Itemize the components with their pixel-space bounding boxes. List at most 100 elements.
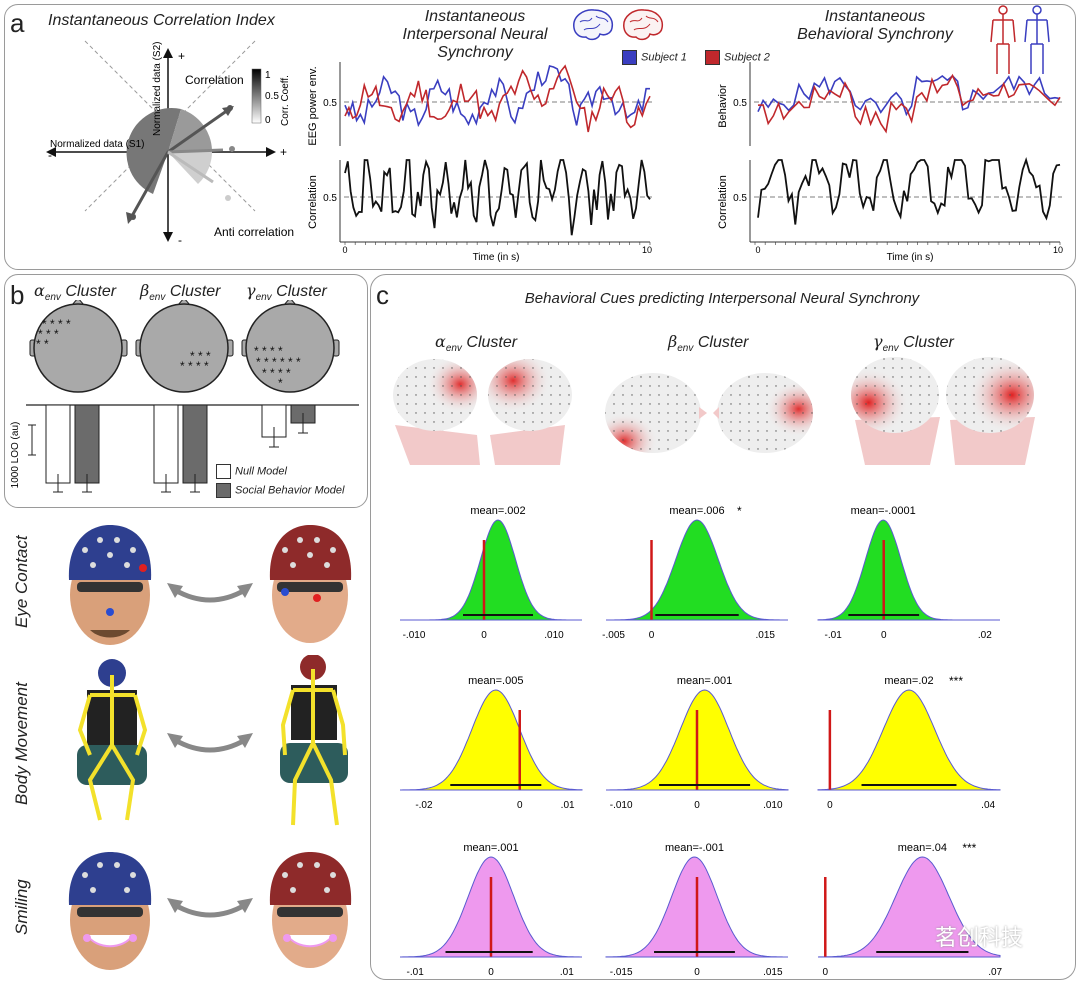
neural-title: Instantaneous Interpersonal Neural Synch… — [370, 8, 580, 62]
cci-x-axis-label: Normalized data (S1) — [50, 139, 144, 150]
cci-y-axis-label: Normalized data (S2) — [152, 42, 163, 136]
behavioral-x-tick-0: 0 — [755, 245, 760, 255]
dist-area — [817, 856, 1001, 958]
panel-c-beta-sub: env — [677, 343, 694, 355]
dist-tick-label: -.02 — [415, 800, 433, 811]
behavioral-subject-1-trace — [757, 74, 1061, 117]
face-subject-1-eyes — [68, 525, 152, 645]
neural-correlation-trace — [344, 158, 651, 236]
cci-plus-right: + — [280, 145, 287, 159]
dist-tick-label: .015 — [763, 967, 783, 978]
row-label-body-movement: Body Movement — [12, 682, 31, 805]
dist-mean-label: mean=.001 — [463, 842, 518, 854]
svg-text:* *: * * — [36, 337, 49, 351]
panel-b-letter: b — [10, 280, 25, 310]
render-alpha-right — [488, 359, 572, 465]
dist-tick-label: -.010 — [403, 630, 426, 641]
dist-tick-label: 0 — [822, 967, 828, 978]
dist-tick-label: .010 — [544, 630, 564, 641]
row-label-eye-contact: Eye Contact — [12, 535, 31, 628]
neural-top-ylabel: EEG power env. — [307, 66, 319, 145]
panel-b-beta-word: Cluster — [169, 283, 221, 300]
dist-mean-label: mean=.005 — [468, 675, 523, 687]
cci-minus-left: - — [48, 148, 52, 162]
dist-body-movement-1: -.010 0 .010 mean=.001 — [606, 675, 789, 811]
row-label-smiling: Smiling — [12, 879, 31, 935]
dist-eye-contact-1: -.005 0 .015 mean=.006 * — [602, 504, 788, 641]
panel-c-alpha-sub: env — [445, 343, 462, 355]
cci-anti-label: Anti correlation — [214, 225, 294, 239]
loo-bar-chart: 1000 LOO (au) — [10, 404, 359, 493]
cci-plus-top: + — [178, 49, 185, 63]
panel-b-cluster-gamma-title: γenv Cluster — [246, 281, 327, 303]
dist-smiling-1: -.015 0 .015 mean=-.001 — [605, 842, 788, 978]
dist-eye-contact-0: -.010 0 .010 mean=.002 — [400, 505, 582, 641]
brain-icon-blue — [573, 9, 614, 41]
eye-contact-arrow — [173, 587, 247, 603]
dist-tick-label: 0 — [488, 967, 494, 978]
panel-c-gamma-sub: env — [882, 343, 899, 355]
neural-subject-2-trace — [344, 64, 651, 133]
svg-text:* * * *: * * * * — [262, 366, 291, 380]
neural-minor-ticks — [344, 242, 651, 245]
skeleton-icons — [990, 5, 1050, 74]
neural-subject-1-trace — [344, 65, 650, 128]
legend-subject-2-label: Subject 2 — [724, 51, 770, 64]
eye-contact-illustration — [68, 525, 352, 645]
dist-tick-label: .07 — [988, 967, 1002, 978]
loo-bar-null-1 — [153, 404, 179, 484]
behavioral-title: Instantaneous Behavioral Synchrony — [790, 8, 960, 44]
dist-tick-label: 0 — [694, 967, 700, 978]
panel-c-gamma-greek: γ — [873, 332, 883, 351]
brain-icon-red — [623, 9, 664, 41]
skeleton-icon-blue — [1024, 5, 1050, 74]
panel-b-gamma-greek: γ — [246, 281, 256, 300]
body-movement-arrow — [173, 737, 247, 753]
dist-mean-label: mean=.002 — [470, 505, 525, 517]
panel-c-cluster-alpha-title: αenv Cluster — [435, 332, 517, 354]
dist-significance: *** — [949, 674, 963, 688]
legend-subject-1-label: Subject 1 — [641, 51, 687, 64]
head-map-gamma: * * * * * * * * * * * * * * * — [241, 300, 340, 393]
cci-minus-bottom: - — [178, 233, 182, 247]
dist-mean-label: mean=.001 — [677, 675, 732, 687]
loo-bar-null-0 — [45, 404, 71, 484]
render-gamma-right — [946, 357, 1035, 465]
body-subject-2 — [280, 655, 348, 826]
behavioral-top-ylabel: Behavior — [717, 84, 729, 128]
dist-area — [606, 519, 788, 621]
panel-c-alpha-word: Cluster — [466, 334, 518, 351]
svg-text:* * * * * *: * * * * * * — [256, 355, 301, 369]
svg-text:* * * *: * * * * — [42, 317, 71, 331]
svg-text:*: * — [278, 376, 283, 390]
dist-tick-label: 0 — [827, 800, 833, 811]
cci-colorbar-tick-05: 0.5 — [265, 91, 279, 102]
dist-tick-label: -.01 — [407, 967, 425, 978]
dist-tick-label: 0 — [649, 630, 655, 641]
dist-tick-label: .02 — [978, 630, 992, 641]
cci-colorbar-tick-1: 1 — [265, 70, 271, 81]
dist-area — [400, 689, 583, 791]
dist-tick-label: .015 — [756, 630, 776, 641]
dist-tick-label: .01 — [561, 800, 575, 811]
panel-c-gamma-word: Cluster — [903, 334, 954, 351]
loo-bar-social-0 — [74, 404, 100, 484]
cci-colorbar-label: Corr. Coeff. — [280, 75, 291, 126]
panel-b-alpha-word: Cluster — [65, 283, 117, 300]
legend-subject-2-swatch — [705, 50, 720, 65]
legend-subject-2: Subject 2 — [705, 50, 770, 65]
render-beta-right — [713, 373, 813, 453]
panel-b-cluster-beta-title: βenv Cluster — [140, 281, 221, 303]
svg-text:* * *: * * * — [38, 327, 59, 341]
skeleton-icon-red — [990, 5, 1016, 74]
body-subject-1 — [77, 659, 148, 821]
dist-tick-label: -.015 — [610, 967, 633, 978]
dist-tick-label: .04 — [981, 800, 995, 811]
dist-mean-label: mean=.02 — [884, 675, 933, 687]
behavioral-bottom-tick-05: 0.5 — [733, 193, 747, 204]
neural-xlabel: Time (in s) — [473, 252, 520, 263]
loo-bar-social-1 — [182, 404, 208, 484]
dist-area — [400, 519, 582, 621]
dist-tick-label: .010 — [763, 800, 783, 811]
